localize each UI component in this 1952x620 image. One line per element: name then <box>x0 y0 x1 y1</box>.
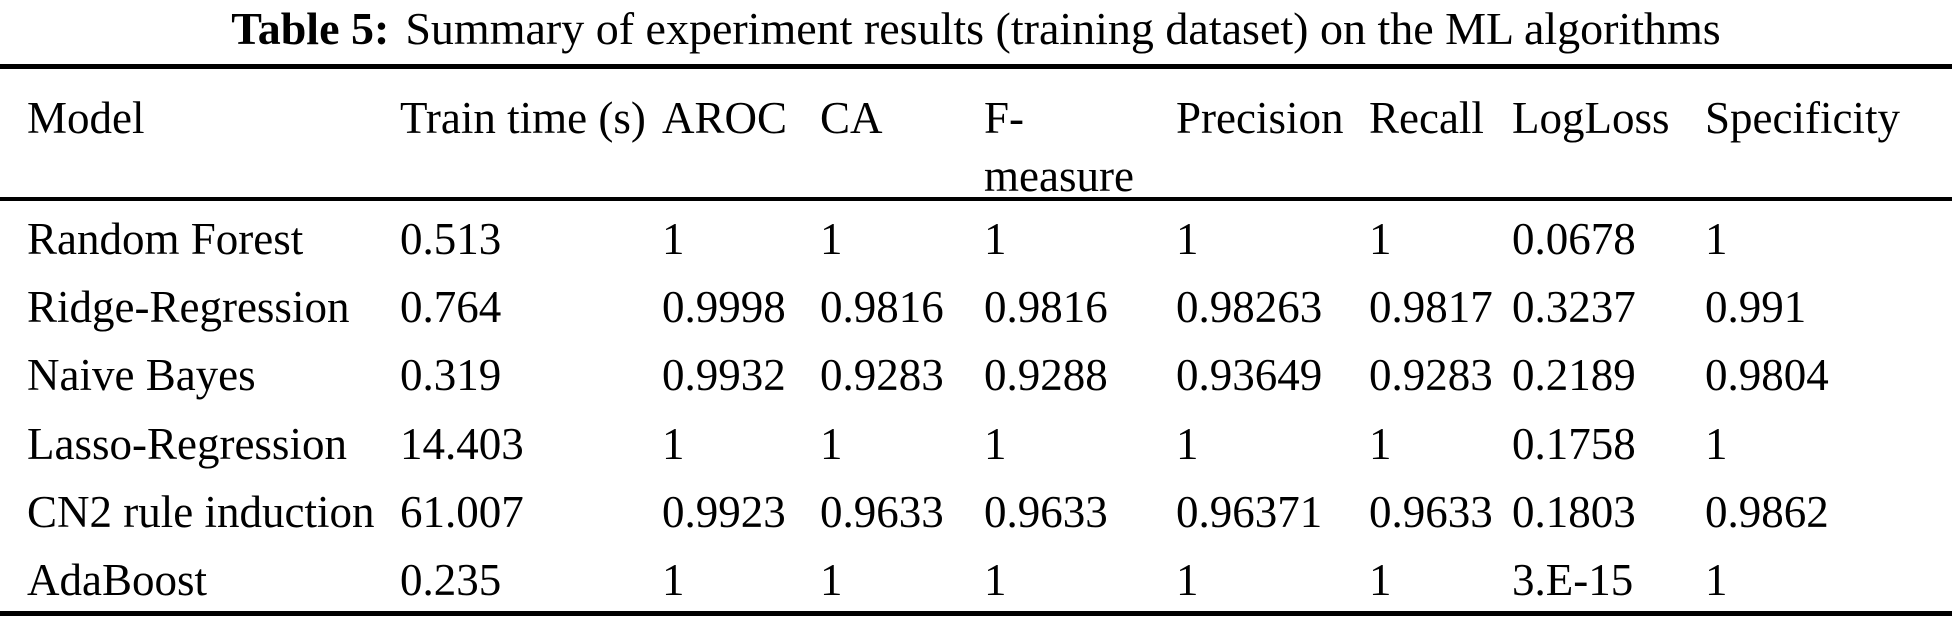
train-time-cell: 0.764 <box>400 281 502 332</box>
logloss-cell: 3.E-15 <box>1512 555 1634 606</box>
f-measure-cell: 0.9816 <box>984 281 1108 332</box>
table-row: Ridge-Regression 0.764 0.9998 0.9816 0.9… <box>0 269 1952 337</box>
table-row: AdaBoost 0.235 1 1 1 1 1 3.E-15 1 <box>0 543 1952 611</box>
precision-cell: 1 <box>1176 555 1199 606</box>
ca-cell: 0.9816 <box>820 281 944 332</box>
train-time-cell: 61.007 <box>400 486 524 537</box>
ca-cell: 0.9283 <box>820 350 944 401</box>
logloss-cell: 0.2189 <box>1512 350 1636 401</box>
train-time-cell: 0.319 <box>400 350 502 401</box>
f-measure-cell: 1 <box>984 555 1007 606</box>
f-measure-cell: 0.9633 <box>984 486 1108 537</box>
column-header-aroc: AROC <box>662 93 788 143</box>
table-caption-text: Summary of experiment results (training … <box>405 3 1721 54</box>
ca-cell: 1 <box>820 418 843 469</box>
specificity-cell: 1 <box>1705 418 1728 469</box>
specificity-cell: 0.9804 <box>1705 350 1829 401</box>
recall-cell: 0.9283 <box>1369 350 1493 401</box>
recall-cell: 1 <box>1369 213 1392 264</box>
train-time-cell: 0.513 <box>400 213 502 264</box>
model-cell: Ridge-Regression <box>27 281 350 332</box>
table-row: Lasso-Regression 14.403 1 1 1 1 1 0.1758… <box>0 406 1952 474</box>
specificity-cell: 0.991 <box>1705 281 1807 332</box>
table-row: Random Forest 0.513 1 1 1 1 1 0.0678 1 <box>0 201 1952 269</box>
model-cell: Lasso-Regression <box>27 418 347 469</box>
model-cell: CN2 rule induction <box>27 486 375 537</box>
aroc-cell: 0.9932 <box>662 350 786 401</box>
f-measure-cell: 1 <box>984 418 1007 469</box>
recall-cell: 0.9633 <box>1369 486 1493 537</box>
specificity-cell: 0.9862 <box>1705 486 1829 537</box>
ca-cell: 0.9633 <box>820 486 944 537</box>
precision-cell: 0.93649 <box>1176 350 1323 401</box>
column-header-specificity: Specificity <box>1705 93 1900 143</box>
specificity-cell: 1 <box>1705 555 1728 606</box>
column-header-f-measure: F-measure <box>984 93 1134 201</box>
train-time-cell: 0.235 <box>400 555 502 606</box>
column-header-recall: Recall <box>1369 93 1484 143</box>
column-header-precision: Precision <box>1176 93 1344 143</box>
precision-cell: 0.98263 <box>1176 281 1323 332</box>
precision-cell: 1 <box>1176 213 1199 264</box>
logloss-cell: 0.1758 <box>1512 418 1636 469</box>
table-row: Naive Bayes 0.319 0.9932 0.9283 0.9288 0… <box>0 338 1952 406</box>
table-header: Model Train time (s) AROC CA F-measure P… <box>0 69 1952 201</box>
aroc-cell: 1 <box>662 555 685 606</box>
recall-cell: 0.9817 <box>1369 281 1493 332</box>
aroc-cell: 0.9923 <box>662 486 786 537</box>
aroc-cell: 1 <box>662 418 685 469</box>
table-row: CN2 rule induction 61.007 0.9923 0.9633 … <box>0 474 1952 542</box>
table-header-row: Model Train time (s) AROC CA F-measure P… <box>0 69 1952 201</box>
aroc-cell: 1 <box>662 213 685 264</box>
f-measure-cell: 0.9288 <box>984 350 1108 401</box>
logloss-cell: 0.3237 <box>1512 281 1636 332</box>
model-cell: AdaBoost <box>27 555 207 606</box>
table-caption: Table 5: Summary of experiment results (… <box>0 0 1952 64</box>
train-time-cell: 14.403 <box>400 418 524 469</box>
precision-cell: 0.96371 <box>1176 486 1323 537</box>
ca-cell: 1 <box>820 555 843 606</box>
column-header-train-time: Train time (s) <box>400 93 646 143</box>
table-body: Random Forest 0.513 1 1 1 1 1 0.0678 1 R… <box>0 201 1952 611</box>
logloss-cell: 0.0678 <box>1512 213 1636 264</box>
recall-cell: 1 <box>1369 555 1392 606</box>
ca-cell: 1 <box>820 213 843 264</box>
results-table: Model Train time (s) AROC CA F-measure P… <box>0 64 1952 616</box>
column-header-ca: CA <box>820 93 883 143</box>
column-header-model: Model <box>27 93 145 143</box>
f-measure-cell: 1 <box>984 213 1007 264</box>
aroc-cell: 0.9998 <box>662 281 786 332</box>
model-cell: Random Forest <box>27 213 304 264</box>
recall-cell: 1 <box>1369 418 1392 469</box>
model-cell: Naive Bayes <box>27 350 256 401</box>
table-caption-label: Table 5: <box>231 3 390 54</box>
specificity-cell: 1 <box>1705 213 1728 264</box>
column-header-logloss: LogLoss <box>1512 93 1670 143</box>
logloss-cell: 0.1803 <box>1512 486 1636 537</box>
precision-cell: 1 <box>1176 418 1199 469</box>
